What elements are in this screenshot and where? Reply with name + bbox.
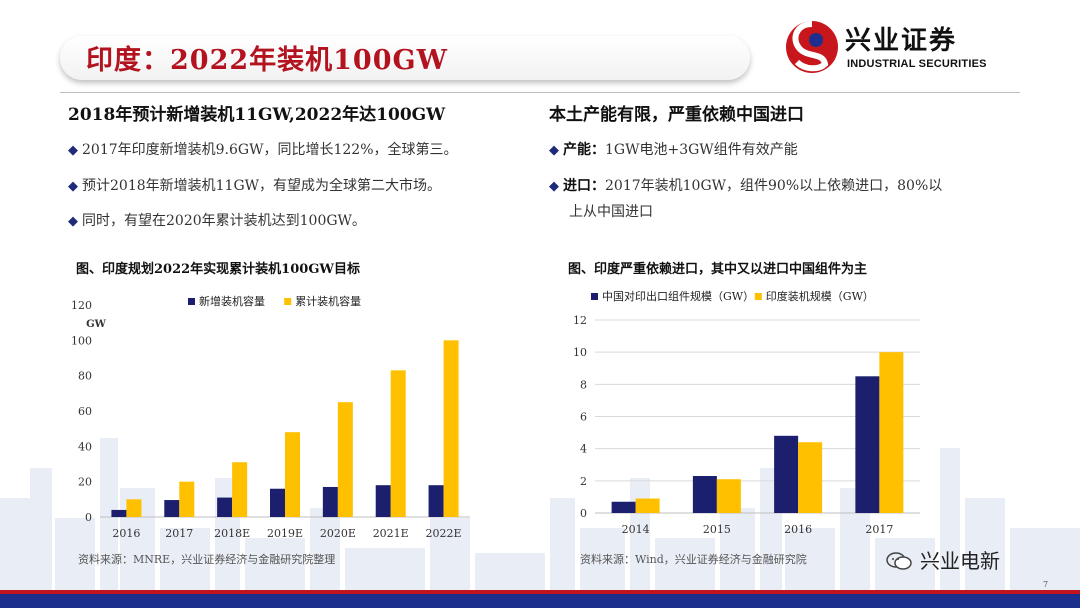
left-bullet-1-text: 2017年印度新增装机9.6GW，同比增长122%，全球第三。 bbox=[82, 142, 458, 158]
y-tick-label: 120 bbox=[71, 299, 92, 312]
right-bullet-2-line1: 2017年装机10GW，组件90%以上依赖进口，80%以 bbox=[605, 178, 943, 194]
diamond-bullet-icon: ◆ bbox=[68, 214, 78, 229]
x-tick-label: 2017 bbox=[865, 523, 893, 536]
y-tick-label: 0 bbox=[85, 511, 92, 524]
right-bullet-1-label: 产能： bbox=[563, 142, 605, 158]
bar-series2 bbox=[179, 481, 195, 517]
y-tick-label: 10 bbox=[573, 346, 587, 359]
legend-swatch bbox=[754, 293, 762, 300]
x-tick-label: 2015 bbox=[703, 523, 731, 536]
right-bullet-1-text: 1GW电池+3GW组件有效产能 bbox=[605, 142, 798, 158]
legend-swatch bbox=[284, 298, 292, 305]
right-bullet-2: ◆ 进口：2017年装机10GW，组件90%以上依赖进口，80%以 bbox=[549, 176, 942, 197]
y-tick-label: 80 bbox=[78, 370, 92, 383]
left-bullet-3: ◆ 同时，有望在2020年累计装机达到100GW。 bbox=[68, 211, 366, 232]
y-tick-label: 6 bbox=[580, 411, 587, 424]
bar-series1 bbox=[774, 435, 799, 513]
bar-series2 bbox=[390, 370, 406, 517]
footer-red-stripe bbox=[0, 590, 1080, 594]
y-tick-label: 8 bbox=[580, 378, 587, 391]
bar-series1 bbox=[375, 485, 391, 517]
left-bullet-2-text: 预计2018年新增装机11GW，有望成为全球第二大市场。 bbox=[82, 178, 442, 194]
right-bullet-2-cont: 上从中国进口 bbox=[569, 204, 653, 220]
watermark-text: 兴业电新 bbox=[920, 549, 1000, 573]
bar-series1 bbox=[855, 376, 880, 513]
company-logo: 兴业证券 INDUSTRIAL SECURITIES bbox=[783, 18, 998, 78]
y-tick-label: 4 bbox=[580, 443, 587, 456]
bar-series2 bbox=[443, 340, 459, 517]
left-source: 资料来源：MNRE，兴业证券经济与金融研究院整理 bbox=[78, 553, 336, 566]
right-bullet-2-label: 进口： bbox=[563, 178, 605, 194]
diamond-bullet-icon: ◆ bbox=[68, 143, 78, 158]
bar-series1 bbox=[217, 497, 233, 517]
bar-series2 bbox=[232, 462, 248, 517]
legend-label: 印度装机规模（GW） bbox=[766, 289, 874, 303]
x-tick-label: 2018E bbox=[214, 527, 250, 540]
page-number: 7 bbox=[1043, 580, 1049, 589]
right-source: 资料来源：Wind，兴业证券经济与金融研究院 bbox=[580, 553, 807, 566]
y-tick-label: 2 bbox=[580, 475, 587, 488]
y-tick-label: 60 bbox=[78, 405, 92, 418]
x-tick-label: 2016 bbox=[112, 527, 140, 540]
x-tick-label: 2017 bbox=[165, 527, 193, 540]
page-title: 印度：2022年装机100GW bbox=[86, 45, 448, 76]
bar-series2 bbox=[337, 402, 353, 517]
y-tick-label: 100 bbox=[71, 334, 92, 347]
x-tick-label: 2021E bbox=[373, 527, 409, 540]
left-heading: 2018年预计新增装机11GW,2022年达100GW bbox=[68, 105, 446, 125]
left-bullet-1: ◆ 2017年印度新增装机9.6GW，同比增长122%，全球第三。 bbox=[68, 140, 458, 161]
legend-label: 累计装机容量 bbox=[295, 294, 361, 308]
bar-series2 bbox=[126, 499, 142, 517]
diamond-bullet-icon: ◆ bbox=[68, 179, 78, 194]
bar-series1 bbox=[322, 486, 338, 517]
left-bar-chart: 0 20 40 60 80 100 120 GW 2016 2017 2018E 2019E 2020E… bbox=[71, 294, 470, 540]
title-bar bbox=[60, 36, 750, 80]
x-tick-label: 2014 bbox=[622, 523, 650, 536]
wechat-icon bbox=[886, 552, 912, 570]
y-tick-label: 12 bbox=[573, 314, 587, 327]
bar-series2 bbox=[798, 442, 823, 513]
bar-series2 bbox=[285, 432, 300, 517]
bar-series2 bbox=[635, 498, 660, 513]
x-tick-label: 2022E bbox=[426, 527, 462, 540]
right-bar-chart: 0 2 4 6 8 10 12 2014 2015 2016 2017 中国对印出口组件规模（GW） 印… bbox=[573, 289, 920, 536]
logo-cn-text: 兴业证券 bbox=[845, 26, 958, 56]
bar-series1 bbox=[164, 500, 180, 517]
left-bullet-2: ◆ 预计2018年新增装机11GW，有望成为全球第二大市场。 bbox=[68, 176, 441, 197]
legend-label: 中国对印出口组件规模（GW） bbox=[602, 289, 754, 303]
x-tick-label: 2020E bbox=[320, 527, 356, 540]
bar-series1 bbox=[111, 509, 127, 517]
y-tick-label: 0 bbox=[580, 507, 587, 520]
y-unit-label: GW bbox=[86, 319, 107, 330]
bar-series1 bbox=[692, 476, 717, 513]
y-tick-label: 40 bbox=[78, 440, 92, 453]
x-tick-label: 2019E bbox=[267, 527, 303, 540]
left-chart-title: 图、印度规划2022年实现累计装机100GW目标 bbox=[76, 262, 361, 277]
bar-series2 bbox=[716, 479, 741, 513]
x-tick-label: 2016 bbox=[784, 523, 812, 536]
bar-series1 bbox=[428, 485, 444, 517]
bar-series1 bbox=[611, 501, 636, 513]
diamond-bullet-icon: ◆ bbox=[549, 143, 559, 158]
legend-label: 新增装机容量 bbox=[199, 294, 265, 308]
y-tick-label: 20 bbox=[78, 476, 92, 489]
logo-en-text: INDUSTRIAL SECURITIES bbox=[847, 58, 987, 70]
right-chart-title: 图、印度严重依赖进口，其中又以进口中国组件为主 bbox=[568, 262, 868, 277]
bar-series1 bbox=[270, 488, 285, 517]
bar-series2 bbox=[879, 352, 904, 513]
left-bullet-3-text: 同时，有望在2020年累计装机达到100GW。 bbox=[82, 213, 366, 229]
right-heading: 本土产能有限，严重依赖中国进口 bbox=[549, 105, 804, 125]
logo-mark-icon bbox=[786, 21, 838, 73]
watermark: 兴业电新 bbox=[886, 545, 1000, 574]
diamond-bullet-icon: ◆ bbox=[549, 179, 559, 194]
legend-swatch bbox=[591, 293, 598, 300]
legend-swatch bbox=[188, 298, 195, 305]
skyline-background bbox=[0, 438, 1080, 608]
header-divider bbox=[60, 92, 1020, 93]
footer-blue-stripe bbox=[0, 594, 1080, 608]
right-bullet-1: ◆ 产能：1GW电池+3GW组件有效产能 bbox=[549, 140, 798, 161]
